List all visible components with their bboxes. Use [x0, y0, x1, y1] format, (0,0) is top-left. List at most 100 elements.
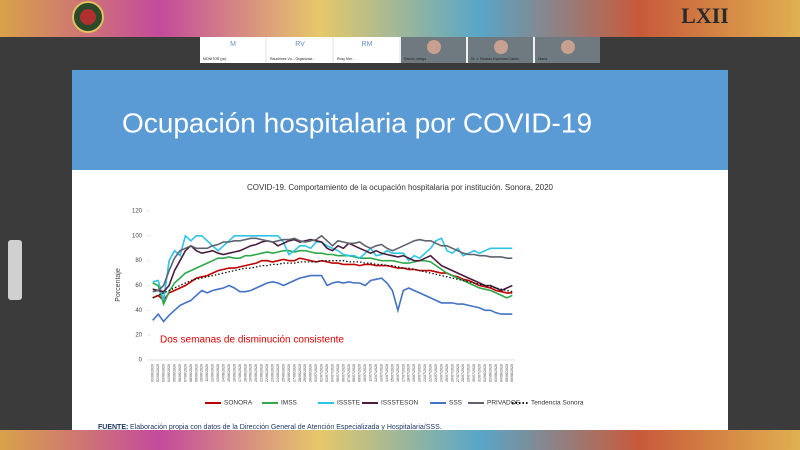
- x-tick-label: 27/06/2020: [292, 364, 296, 382]
- y-tick-label: 120: [132, 209, 143, 215]
- x-tick-label: 06/06/2020: [178, 364, 182, 382]
- side-controls[interactable]: [8, 240, 22, 300]
- participant-tile: [334, 37, 399, 63]
- legend-label: IMSS: [281, 400, 298, 407]
- x-tick-label: 28/07/2020: [461, 364, 465, 382]
- source-label: FUENTE:: [98, 424, 128, 431]
- legend-label: SONORA: [224, 400, 253, 407]
- logo: LXII: [681, 3, 729, 28]
- y-tick-label: 0: [139, 358, 143, 364]
- top-banner: [0, 0, 800, 37]
- emblem-center: [80, 9, 96, 25]
- x-tick-label: 23/07/2020: [434, 364, 438, 382]
- x-tick-label: 21/06/2020: [260, 364, 264, 382]
- x-tick-label: 25/06/2020: [281, 364, 285, 382]
- x-tick-label: 07/07/2020: [347, 364, 351, 382]
- x-tick-label: 02/08/2020: [488, 364, 492, 382]
- series-line: [152, 249, 513, 307]
- x-tick-label: 04/06/2020: [167, 364, 171, 382]
- annotation: Dos semanas de disminución consistente: [160, 335, 344, 346]
- series-line: [152, 238, 513, 293]
- legend-label: ISSSTE: [337, 400, 361, 407]
- x-tick-label: 26/06/2020: [287, 364, 291, 382]
- legend-label: Tendencia Sonora: [531, 400, 584, 407]
- x-tick-label: 16/06/2020: [232, 364, 236, 382]
- x-tick-label: 06/07/2020: [341, 364, 345, 382]
- x-tick-label: 08/07/2020: [352, 364, 356, 382]
- x-tick-label: 09/07/2020: [358, 364, 362, 382]
- x-tick-label: 18/06/2020: [243, 364, 247, 382]
- legend-label: SSS: [449, 400, 463, 407]
- y-tick-label: 20: [135, 333, 142, 339]
- participant-name: Rosy Mor...: [337, 57, 355, 61]
- series-line: [152, 234, 513, 293]
- participant-name: Rauchines Vu... Organizaci...: [270, 57, 315, 61]
- y-tick-label: 40: [135, 308, 142, 314]
- x-tick-label: 11/06/2020: [205, 364, 209, 382]
- x-tick-label: 10/06/2020: [200, 364, 204, 382]
- participant-strip: [200, 37, 600, 63]
- x-tick-label: 07/06/2020: [183, 364, 187, 382]
- x-tick-label: 28/06/2020: [298, 364, 302, 382]
- x-tick-label: 31/07/2020: [478, 364, 482, 382]
- y-axis-label: Porcentaje: [115, 268, 122, 302]
- participant-initials: RM: [362, 41, 373, 48]
- x-tick-label: 27/07/2020: [456, 364, 460, 382]
- y-tick-label: 80: [135, 258, 142, 264]
- x-tick-label: 13/06/2020: [216, 364, 220, 382]
- participant-tile: [200, 37, 265, 63]
- x-tick-label: 24/07/2020: [439, 364, 443, 382]
- x-tick-label: 10/07/2020: [363, 364, 367, 382]
- x-tick-label: 16/07/2020: [396, 364, 400, 382]
- participant-name: MONITOR (pc): [203, 57, 226, 61]
- x-tick-label: 09/06/2020: [194, 364, 198, 382]
- slide-header: [72, 70, 728, 170]
- bottom-banner: [0, 430, 800, 450]
- x-tick-label: 01/06/2020: [151, 364, 155, 382]
- x-tick-label: 22/07/2020: [429, 364, 433, 382]
- series-line: [152, 274, 513, 323]
- x-tick-label: 29/06/2020: [303, 364, 307, 382]
- legend-label: ISSSTESON: [381, 400, 419, 407]
- x-tick-label: 13/07/2020: [379, 364, 383, 382]
- x-tick-label: 05/08/2020: [505, 364, 509, 382]
- x-tick-label: 03/08/2020: [494, 364, 498, 382]
- x-tick-label: 29/07/2020: [467, 364, 471, 382]
- x-tick-label: 25/07/2020: [445, 364, 449, 382]
- x-tick-label: 14/06/2020: [221, 364, 225, 382]
- y-tick-label: 100: [132, 233, 143, 239]
- x-tick-label: 20/06/2020: [254, 364, 258, 382]
- x-tick-label: 01/08/2020: [483, 364, 487, 382]
- x-tick-label: 15/07/2020: [390, 364, 394, 382]
- legend-label: PRIVADOS: [487, 400, 521, 407]
- x-tick-label: 26/07/2020: [450, 364, 454, 382]
- x-tick-label: 11/07/2020: [369, 364, 373, 382]
- slide-title: Ocupación hospitalaria por COVID-19: [122, 107, 592, 138]
- x-tick-label: 05/06/2020: [172, 364, 176, 382]
- x-tick-label: 02/07/2020: [320, 364, 324, 382]
- participant-name: Diana: [538, 57, 547, 61]
- participant-tile: [267, 37, 332, 63]
- x-tick-label: 12/07/2020: [374, 364, 378, 382]
- x-tick-label: 23/06/2020: [271, 364, 275, 382]
- x-tick-label: 14/07/2020: [385, 364, 389, 382]
- source-text: Elaboración propia con datos de la Direc…: [130, 424, 442, 431]
- participant-name: Ramon ortega: [404, 57, 426, 61]
- x-tick-label: 03/06/2020: [162, 364, 166, 382]
- x-tick-label: 19/07/2020: [412, 364, 416, 382]
- x-tick-label: 17/06/2020: [238, 364, 242, 382]
- x-tick-label: 04/08/2020: [499, 364, 503, 382]
- x-tick-label: 19/06/2020: [249, 364, 253, 382]
- x-tick-label: 30/07/2020: [472, 364, 476, 382]
- participant-initials: RV: [295, 41, 305, 48]
- participant-initials: M: [230, 41, 236, 48]
- x-tick-label: 01/07/2020: [314, 364, 318, 382]
- x-tick-label: 03/07/2020: [325, 364, 329, 382]
- x-tick-label: 12/06/2020: [211, 364, 215, 382]
- x-tick-label: 18/07/2020: [407, 364, 411, 382]
- series-line: [152, 260, 513, 299]
- y-tick-label: 60: [135, 283, 142, 289]
- participant-face: [494, 40, 508, 54]
- x-tick-label: 04/07/2020: [330, 364, 334, 382]
- x-tick-label: 21/07/2020: [423, 364, 427, 382]
